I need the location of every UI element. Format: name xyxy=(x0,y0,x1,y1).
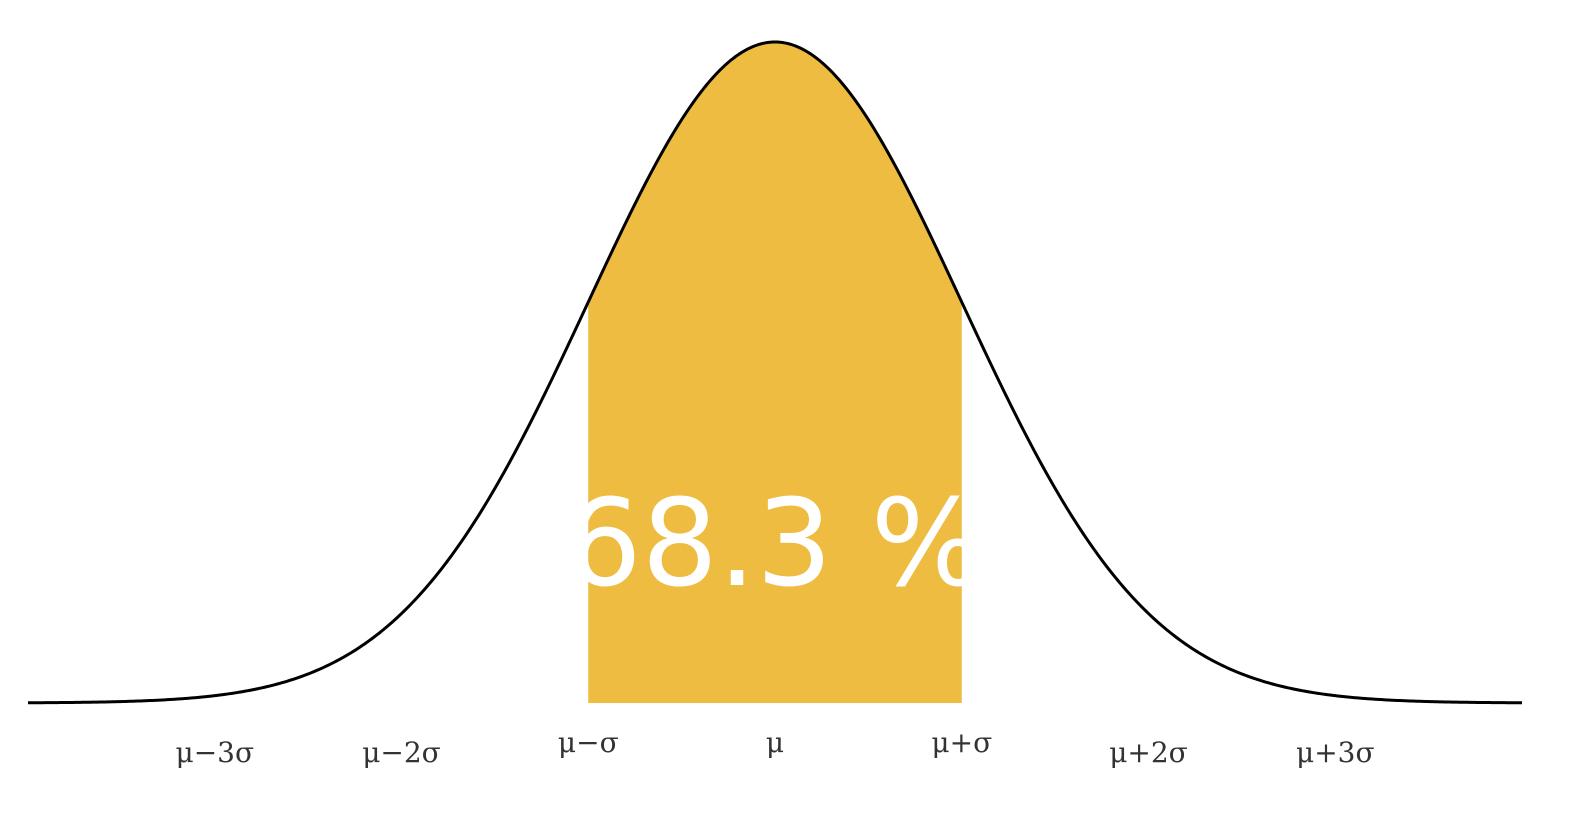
x-tick-label: μ+3σ xyxy=(1296,736,1375,769)
x-tick-label: μ−2σ xyxy=(362,736,441,769)
x-tick-label: μ+2σ xyxy=(1109,736,1188,769)
shaded-region-layer xyxy=(588,42,962,703)
shaded-area xyxy=(588,42,962,703)
tick-label-layer: μ−3σ μ−2σ μ−σ μ μ+σ μ+2σ μ+3σ xyxy=(176,726,1375,769)
x-tick-label: μ−σ xyxy=(558,726,619,759)
curve-layer xyxy=(27,40,1523,705)
x-tick-label: μ xyxy=(766,726,784,759)
density-curve xyxy=(27,40,1523,705)
shaded-percent-label: 68.3 % xyxy=(565,475,984,614)
x-tick-label: μ−3σ xyxy=(176,736,255,769)
x-tick-label: μ+σ xyxy=(931,726,992,759)
